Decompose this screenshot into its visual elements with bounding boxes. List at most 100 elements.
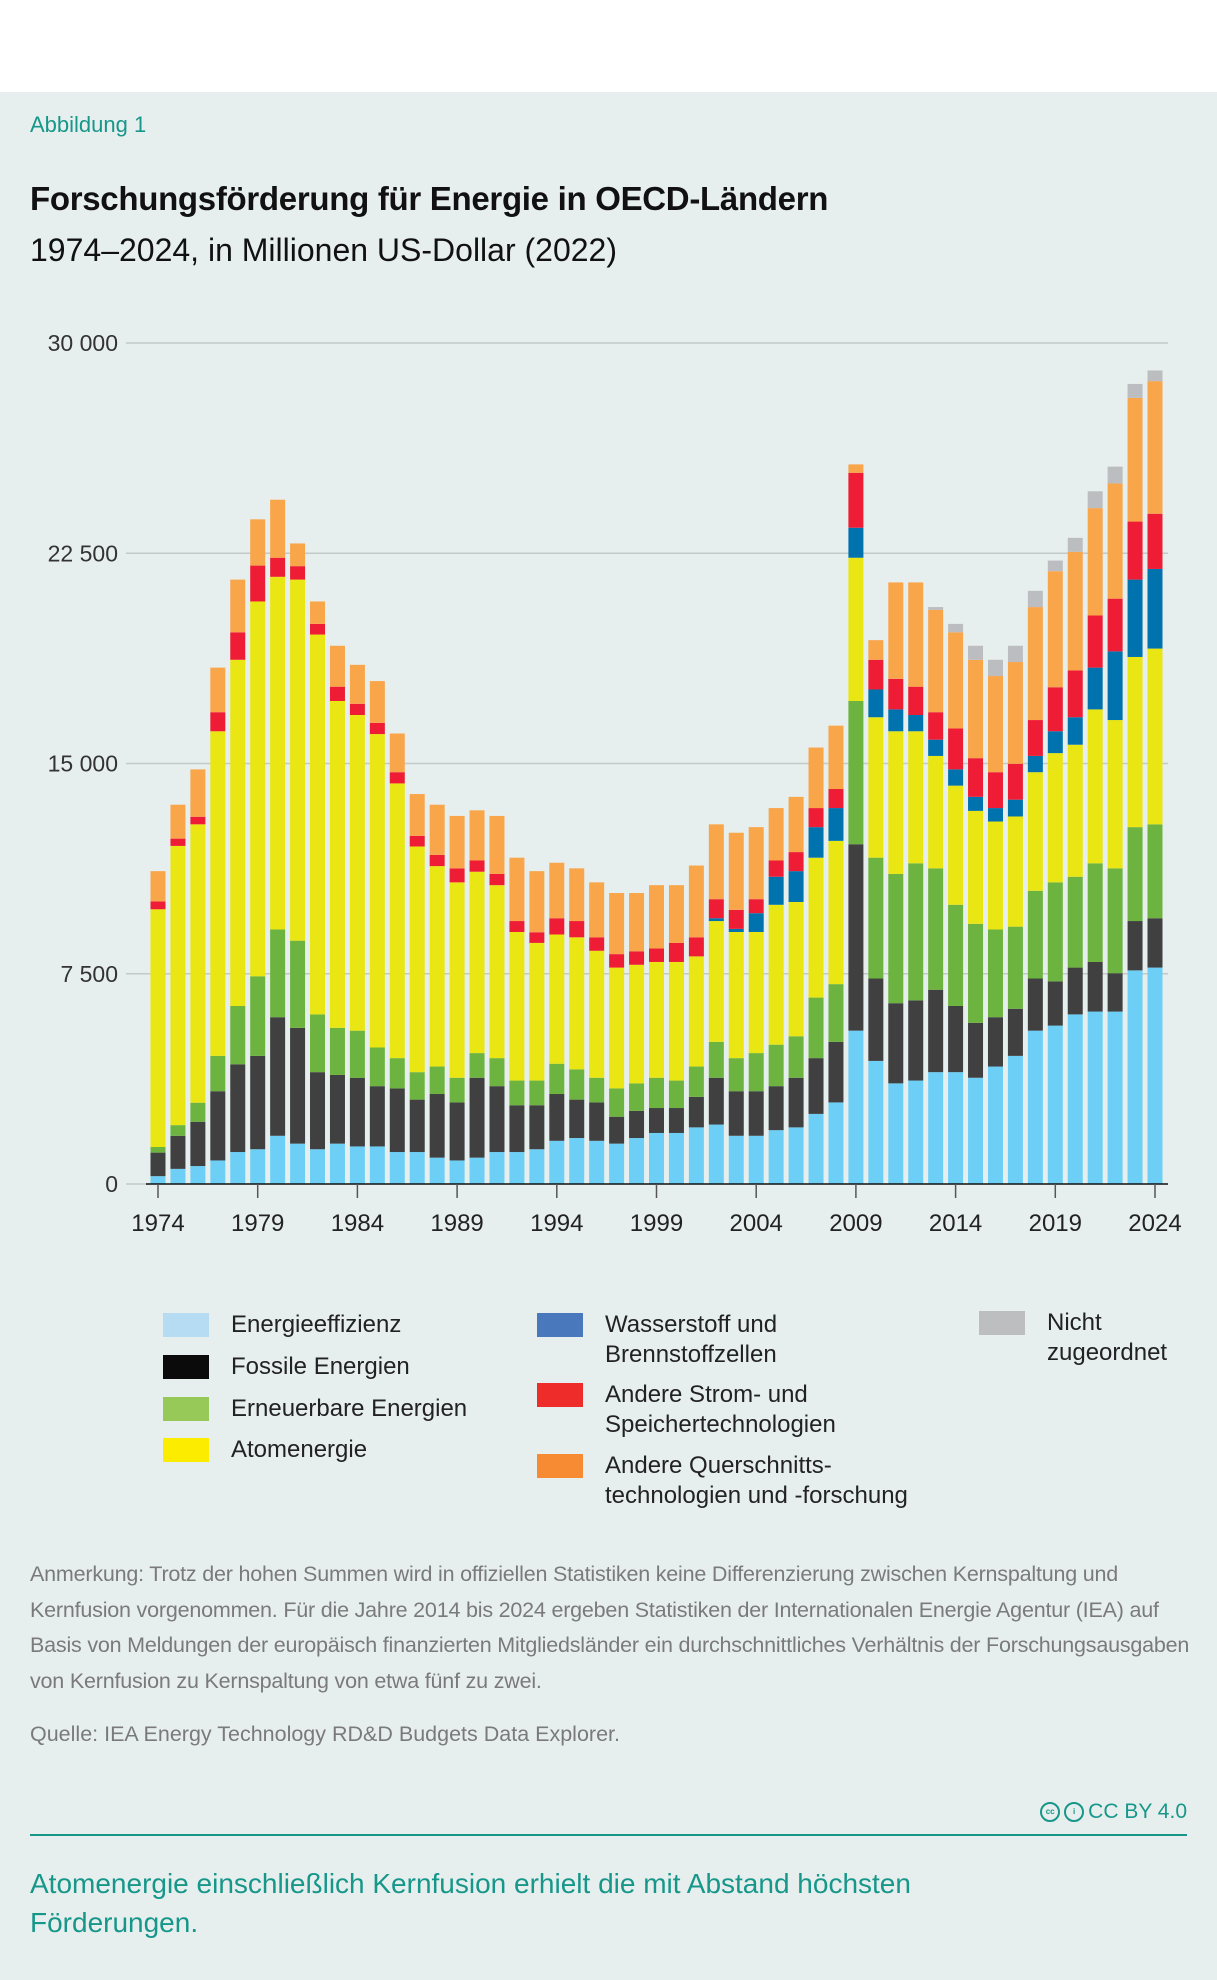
legend-label: Andere Querschnitts- technologien und -f…	[605, 1452, 908, 1509]
bar-segment-2003-atomenergie	[728, 931, 744, 1059]
bar-segment-2005-fossile-energien	[768, 1086, 784, 1131]
bar-segment-1980-fossile-energien	[270, 1017, 286, 1136]
bar-segment-1981-andere-strom-und-speichertechnologien	[290, 566, 306, 580]
legend-swatch	[979, 1311, 1025, 1335]
bar-segment-2005-andere-querschnittstechnologien-und-forschung	[768, 808, 784, 861]
bar-segment-1999-andere-querschnittstechnologien-und-forschung	[649, 885, 664, 949]
bar-segment-2016-atomenergie	[987, 821, 1003, 930]
bar-segment-2000-atomenergie	[668, 961, 684, 1081]
legend-swatch	[537, 1383, 583, 1407]
bar-segment-2016-nicht-zugeordnet	[987, 659, 1003, 677]
bar-segment-2008-andere-querschnittstechnologien-und-forschung	[828, 725, 844, 790]
bar-segment-1975-erneuerbare-energien	[170, 1125, 186, 1136]
legend-label: Fossile Energien	[231, 1353, 410, 1380]
bar-segment-1994-atomenergie	[549, 934, 565, 1064]
bar-segment-1979-atomenergie	[250, 601, 266, 977]
bar-segment-1986-andere-querschnittstechnologien-und-forschung	[389, 733, 405, 773]
bar-segment-2003-erneuerbare-energien	[728, 1058, 744, 1092]
y-tick-label: 7 500	[60, 961, 118, 987]
bar-segment-2020-andere-querschnittstechnologien-und-forschung	[1067, 551, 1083, 671]
bar-segment-2018-atomenergie	[1027, 772, 1043, 891]
legend-item-renewables: Erneuerbare Energien	[163, 1394, 467, 1424]
bar-segment-2014-fossile-energien	[948, 1005, 964, 1073]
bar-segment-1983-erneuerbare-energien	[329, 1027, 345, 1075]
bar-segment-2014-andere-querschnittstechnologien-und-forschung	[948, 632, 964, 729]
bar-segment-1981-erneuerbare-energien	[290, 940, 306, 1028]
chart-source: Quelle: IEA Energy Technology RD&D Budge…	[30, 1722, 620, 1746]
bar-segment-2022-atomenergie	[1107, 720, 1123, 869]
bar-segment-1997-fossile-energien	[609, 1116, 625, 1144]
takeaway-text: Atomenergie einschließlich Kernfusion er…	[30, 1868, 911, 1938]
bar-segment-1994-andere-strom-und-speichertechnologien	[549, 918, 565, 935]
bar-segment-1976-atomenergie	[190, 824, 206, 1103]
bar-segment-1998-andere-querschnittstechnologien-und-forschung	[629, 893, 645, 952]
license[interactable]: cc i CC BY 4.0	[1040, 1800, 1187, 1824]
bar-segment-2006-energieeffizienz	[788, 1127, 804, 1184]
bar-segment-1986-fossile-energien	[389, 1088, 405, 1153]
bar-segment-1992-energieeffizienz	[509, 1152, 525, 1184]
bar-segment-2004-erneuerbare-energien	[748, 1053, 764, 1092]
bar-segment-2023-wasserstoff-und-brennstoffzellen	[1127, 579, 1143, 657]
bar-segment-1974-fossile-energien	[150, 1152, 166, 1177]
bar-segment-2019-nicht-zugeordnet	[1047, 560, 1063, 572]
y-tick-label: 22 500	[48, 540, 118, 566]
bar-segment-1998-energieeffizienz	[629, 1138, 645, 1184]
figure-label: Abbildung 1	[30, 112, 147, 137]
bar-segment-1989-fossile-energien	[449, 1102, 465, 1161]
bar-segment-2010-energieeffizienz	[868, 1060, 884, 1184]
x-tick-label: 1999	[630, 1210, 683, 1237]
bar-segment-2013-energieeffizienz	[928, 1072, 944, 1184]
cc-icon: cc	[1040, 1802, 1061, 1822]
bar-segment-1976-fossile-energien	[190, 1121, 206, 1167]
bar-segment-1995-energieeffizienz	[569, 1138, 585, 1184]
bar-segment-1979-energieeffizienz	[250, 1149, 266, 1184]
bar-segment-2011-atomenergie	[888, 731, 904, 874]
bar-segment-2012-fossile-energien	[908, 1000, 924, 1081]
bar-segment-2008-wasserstoff-und-brennstoffzellen	[828, 808, 844, 841]
bar-segment-1998-fossile-energien	[629, 1110, 645, 1139]
chart-note: Anmerkung: Trotz der hohen Summen wird i…	[30, 1562, 1190, 1693]
bar-segment-2000-erneuerbare-energien	[668, 1080, 684, 1109]
bar-segment-1993-energieeffizienz	[529, 1149, 545, 1184]
bar-segment-2002-atomenergie	[708, 921, 724, 1042]
bar-segment-1996-andere-strom-und-speichertechnologien	[589, 937, 605, 951]
bar-segment-1993-andere-querschnittstechnologien-und-forschung	[529, 871, 545, 933]
bar-segment-2018-wasserstoff-und-brennstoffzellen	[1027, 755, 1043, 773]
legend-item-energy-efficiency: Energieeffizienz	[163, 1310, 401, 1340]
bar-segment-1990-atomenergie	[469, 871, 485, 1054]
bar-segment-2002-energieeffizienz	[708, 1124, 724, 1184]
bar-segment-2006-wasserstoff-und-brennstoffzellen	[788, 871, 804, 902]
bar-segment-2016-andere-querschnittstechnologien-und-forschung	[987, 676, 1003, 773]
bar-segment-2014-andere-strom-und-speichertechnologien	[948, 728, 964, 770]
legend-swatch	[163, 1397, 209, 1421]
bar-segment-1999-andere-strom-und-speichertechnologien	[649, 948, 664, 962]
bar-segment-1994-andere-querschnittstechnologien-und-forschung	[549, 862, 565, 919]
bar-segment-2015-andere-strom-und-speichertechnologien	[968, 758, 984, 797]
bar-segment-2019-energieeffizienz	[1047, 1025, 1063, 1184]
bar-segment-2008-erneuerbare-energien	[828, 984, 844, 1042]
bar-segment-2017-energieeffizienz	[1007, 1055, 1023, 1184]
legend-label: Energieeffizienz	[231, 1311, 402, 1338]
bar-segment-1979-andere-querschnittstechnologien-und-forschung	[250, 519, 266, 566]
bar-segment-1980-andere-querschnittstechnologien-und-forschung	[270, 499, 286, 558]
bar-segment-1999-energieeffizienz	[649, 1132, 664, 1184]
bar-segment-1998-erneuerbare-energien	[629, 1083, 645, 1111]
legend-label: Nicht zugeordnet	[1047, 1309, 1168, 1366]
bar-segment-1982-erneuerbare-energien	[310, 1014, 326, 1073]
bar-segment-2018-nicht-zugeordnet	[1027, 590, 1043, 608]
bar-segment-2024-wasserstoff-und-brennstoffzellen	[1147, 568, 1163, 649]
bar-segment-1992-atomenergie	[509, 931, 525, 1081]
bar-segment-2017-andere-querschnittstechnologien-und-forschung	[1007, 662, 1023, 764]
bar-segment-1993-andere-strom-und-speichertechnologien	[529, 932, 545, 943]
bar-segment-1987-fossile-energien	[409, 1099, 425, 1153]
bar-segment-1985-andere-strom-und-speichertechnologien	[369, 722, 385, 735]
bar-segment-1978-andere-strom-und-speichertechnologien	[230, 632, 246, 660]
bar-segment-1987-erneuerbare-energien	[409, 1072, 425, 1100]
bar-segment-1974-andere-querschnittstechnologien-und-forschung	[150, 871, 166, 902]
bar-segment-2002-wasserstoff-und-brennstoffzellen	[708, 918, 724, 922]
bar-segment-1990-erneuerbare-energien	[469, 1053, 485, 1078]
bar-segment-2002-andere-querschnittstechnologien-und-forschung	[708, 824, 724, 900]
bar-segment-2022-nicht-zugeordnet	[1107, 466, 1123, 484]
bar-segment-1995-erneuerbare-energien	[569, 1069, 585, 1100]
legend-swatch	[537, 1313, 583, 1337]
